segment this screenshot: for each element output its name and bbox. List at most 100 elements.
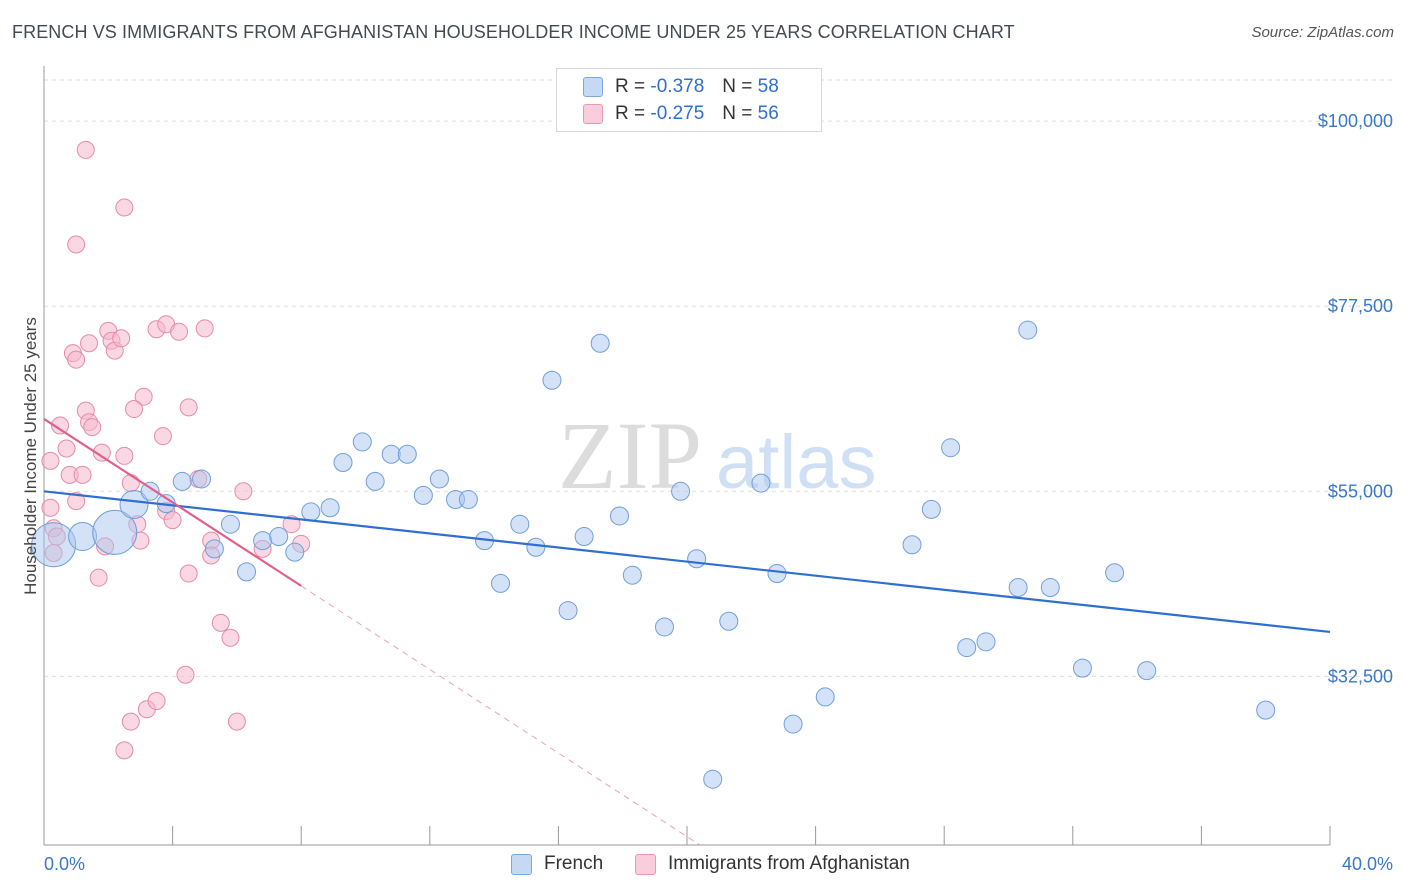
afghan-point (67, 492, 86, 511)
french-point (333, 453, 353, 472)
french-point (622, 565, 642, 585)
legend: R = -0.378 N = 58 R = -0.275 N = 56 (556, 68, 822, 132)
french-point (320, 498, 340, 518)
afghan-point (67, 235, 86, 254)
afghan-point (83, 418, 102, 437)
legend-r-value: -0.275 (650, 103, 705, 124)
french-point (751, 473, 771, 493)
afghan-point (179, 398, 198, 417)
chart-title: FRENCH VS IMMIGRANTS FROM AFGHANISTAN HO… (12, 22, 1015, 42)
legend-r-value: -0.378 (650, 76, 705, 97)
french-point (413, 485, 433, 505)
legend-n-value: 56 (757, 103, 779, 124)
french-point (491, 573, 511, 593)
french-point (767, 564, 787, 584)
legend-swatch-afghan (583, 104, 603, 124)
watermark-atlas: atlas (716, 420, 877, 505)
x-tick-label: 40.0% (1342, 854, 1393, 874)
french-point (783, 714, 803, 734)
french-point (687, 549, 707, 569)
afghan-point (125, 400, 144, 419)
zipatlas-watermark: ZIP atlas (558, 402, 877, 509)
legend-row-afghan: R = -0.275 N = 56 (583, 102, 779, 126)
french-point (458, 490, 478, 510)
bottom-legend-swatch-french (511, 853, 532, 875)
french-points (31, 320, 1276, 789)
bottom-legend-afghan: Immigrants from Afghanistan (635, 852, 910, 876)
french-point (429, 469, 449, 489)
french-point (1008, 578, 1028, 598)
afghan-point (147, 692, 166, 711)
french-point (1105, 563, 1125, 583)
afghan-trend-extension (300, 585, 701, 846)
bottom-legend-label-afghan: Immigrants from Afghanistan (668, 853, 910, 874)
french-point (381, 444, 401, 464)
bottom-legend-label-french: French (544, 853, 604, 874)
legend-r-label: R = (615, 76, 646, 97)
afghan-point (234, 482, 253, 501)
french-point (1040, 578, 1060, 598)
french-point (590, 333, 610, 353)
afghan-trend-line (43, 417, 302, 587)
legend-row-french: R = -0.378 N = 58 (583, 75, 779, 99)
afghan-points (41, 140, 311, 760)
afghan-point (115, 198, 134, 217)
french-point (220, 514, 240, 534)
afghan-point (163, 511, 182, 530)
french-point (204, 539, 224, 559)
afghan-point (176, 665, 195, 684)
afghan-point (115, 446, 134, 465)
french-point (609, 506, 629, 526)
legend-r-label: R = (615, 103, 646, 124)
french-point (526, 537, 546, 557)
afghan-point (41, 451, 60, 470)
french-point (172, 471, 192, 491)
afghan-point (76, 140, 95, 159)
legend-n-value: 58 (757, 76, 779, 97)
french-point (119, 489, 149, 519)
french-point (510, 514, 530, 534)
x-tick-labels: 0.0% 40.0% (44, 854, 1393, 874)
french-point (192, 469, 212, 489)
legend-n-label: N = (722, 103, 753, 124)
afghan-point (121, 474, 140, 493)
french-point (815, 687, 835, 707)
french-point (1256, 700, 1276, 720)
afghan-point (211, 613, 230, 632)
x-tick-label: 0.0% (44, 854, 85, 874)
afghan-point (121, 712, 140, 731)
afghan-point (170, 322, 189, 341)
french-trend-line (43, 490, 1331, 634)
french-point (976, 632, 996, 652)
afghan-point (153, 427, 172, 446)
y-tick-label: $55,000 (1328, 481, 1393, 501)
french-point (68, 522, 98, 552)
french-point (253, 531, 273, 551)
trend-lines (43, 417, 1331, 846)
afghan-point (179, 564, 198, 583)
french-point (140, 481, 160, 501)
afghan-point (57, 439, 76, 458)
source-label: Source: ZipAtlas.com (1251, 24, 1394, 41)
y-tick-label: $77,500 (1328, 296, 1393, 316)
french-point (654, 617, 674, 637)
legend-n-label: N = (722, 76, 753, 97)
afghan-point (115, 741, 134, 760)
french-point (941, 438, 961, 458)
afghan-point (112, 329, 131, 348)
french-point (352, 432, 372, 452)
y-tick-label: $100,000 (1318, 111, 1393, 131)
bottom-legend-french: French (511, 852, 603, 876)
afghan-point (282, 515, 301, 534)
afghan-point (195, 319, 214, 338)
grid-lines (44, 79, 1394, 677)
french-point (269, 527, 289, 547)
afghan-point (89, 568, 108, 587)
y-tick-label: $32,500 (1328, 666, 1393, 686)
french-point (574, 527, 594, 547)
french-point (301, 502, 321, 522)
french-point (957, 638, 977, 658)
french-point (558, 601, 578, 621)
french-point (1137, 661, 1157, 681)
afghan-point (92, 443, 111, 462)
